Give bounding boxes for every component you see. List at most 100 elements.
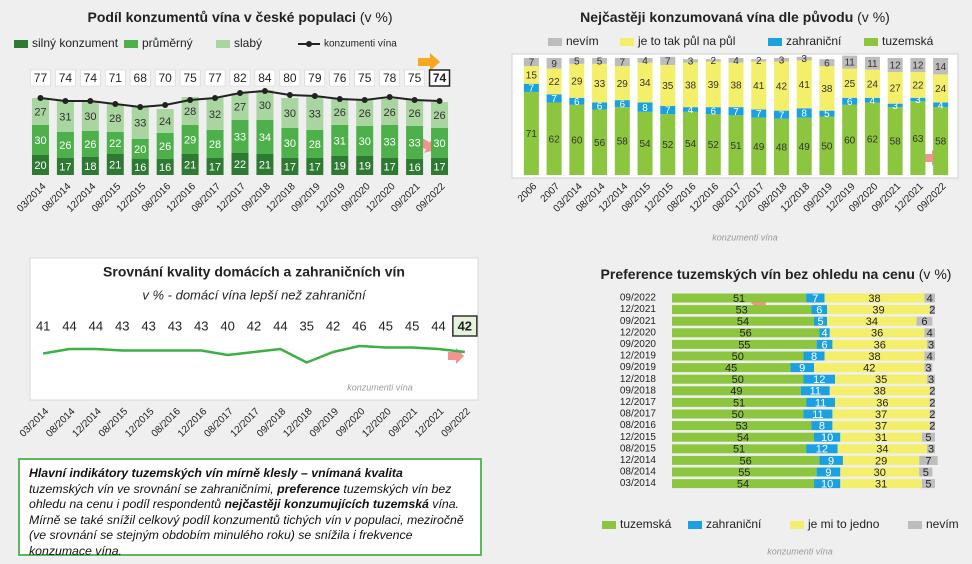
bar-segment [933, 107, 949, 175]
y-tick-label: 08/2015 [620, 443, 657, 454]
label-box [329, 69, 351, 87]
y-tick-label: 09/2021 [620, 316, 657, 327]
bar-segment [356, 156, 374, 175]
data-label: 8 [801, 109, 807, 120]
data-label: 21 [109, 159, 121, 171]
bar-segment [819, 59, 835, 67]
bar-segment [728, 107, 744, 116]
bar-segment [569, 63, 585, 98]
bar-segment [910, 72, 926, 98]
y-tick-label: 12/2018 [620, 374, 657, 385]
bar-segment [840, 479, 922, 489]
data-label: 54 [639, 139, 651, 150]
data-label: 71 [109, 71, 123, 85]
bar-segment [231, 120, 249, 153]
bar-segment [131, 159, 149, 175]
title-suffix: (v %) [857, 9, 890, 25]
data-label: 2 [929, 305, 935, 317]
line-point [286, 92, 293, 98]
legend-swatch [864, 38, 878, 46]
bar-segment [206, 98, 224, 130]
bar-segment [929, 305, 935, 315]
line-point [62, 98, 69, 104]
data-label: 43 [194, 318, 208, 333]
data-label: 53 [736, 305, 748, 317]
bar-segment [910, 97, 926, 102]
data-label: 7 [779, 110, 785, 121]
bar-segment [56, 132, 74, 158]
data-label: 45 [379, 318, 393, 333]
data-label: 17 [433, 161, 445, 173]
data-label: 16 [159, 162, 171, 174]
data-label: 77 [208, 71, 222, 85]
legend-swatch [14, 40, 28, 48]
bar-segment [672, 444, 807, 454]
text-run: preference [277, 481, 340, 496]
data-label: 5 [818, 316, 824, 328]
legend-label: tuzemská [882, 34, 934, 48]
bar-segment [910, 101, 926, 175]
line-point [411, 97, 418, 103]
bar-segment [919, 455, 938, 465]
data-label: 28 [209, 139, 221, 151]
data-label: 5 [925, 479, 931, 491]
data-label: 45 [405, 318, 419, 333]
bar-segment [814, 363, 925, 373]
title: Nejčastěji konzumovaná vína dle původu [580, 9, 853, 25]
data-label: 75 [358, 71, 372, 85]
line-point [162, 102, 169, 108]
data-label: 12 [813, 374, 825, 386]
bar-segment [796, 56, 812, 61]
bar-segment [683, 62, 699, 108]
bar-segment [887, 103, 903, 108]
line-point [187, 97, 194, 103]
data-label: 6 [816, 305, 822, 317]
bar-segment [683, 107, 699, 112]
bar-segment [672, 305, 812, 315]
label-box [204, 69, 226, 87]
bar-segment [672, 363, 791, 373]
data-label: 51 [733, 293, 745, 305]
bar-segment [672, 397, 807, 407]
bar-segment [569, 104, 585, 175]
label-box [129, 69, 151, 87]
data-label: 35 [875, 374, 887, 386]
line-point [361, 97, 368, 103]
data-label: 16 [134, 162, 146, 174]
data-label: 26 [159, 141, 171, 153]
data-label: 31 [875, 432, 887, 444]
bar-segment [306, 97, 324, 130]
data-label: 9 [828, 455, 834, 467]
data-label: 8 [642, 103, 648, 114]
text-run: tuzemských vín bez ohledu na cenu i podí… [29, 481, 452, 512]
data-label: 44 [431, 318, 445, 333]
legend-label: nevím [566, 34, 599, 48]
title: Preference tuzemských vín bez ohledu na … [601, 266, 915, 282]
data-label: 6 [710, 106, 716, 117]
data-label: 5 [574, 57, 580, 68]
bar-segment [672, 421, 812, 431]
data-label: 74 [59, 71, 73, 85]
data-label: 3 [928, 374, 934, 386]
bar-segment [381, 125, 399, 158]
bar-segment [864, 97, 880, 103]
data-label: 30 [874, 467, 886, 479]
bar-segment [864, 69, 880, 98]
data-label: 42 [776, 82, 788, 93]
data-label: 48 [776, 143, 788, 154]
bar-segment [331, 99, 349, 125]
data-label: 38 [730, 81, 742, 92]
data-label: 49 [753, 142, 765, 153]
data-label: 4 [688, 105, 694, 116]
bar-segment [842, 455, 920, 465]
data-label: 39 [872, 305, 884, 317]
y-tick-label: 03/2014 [620, 478, 657, 489]
bar-segment [306, 158, 324, 175]
bar-segment [921, 479, 935, 489]
line-point [37, 95, 44, 101]
note: konzumenti vína [347, 382, 413, 392]
bar-segment [672, 316, 815, 326]
data-label: 21 [259, 159, 271, 171]
data-label: 63 [912, 134, 924, 145]
bar-segment [773, 118, 789, 175]
